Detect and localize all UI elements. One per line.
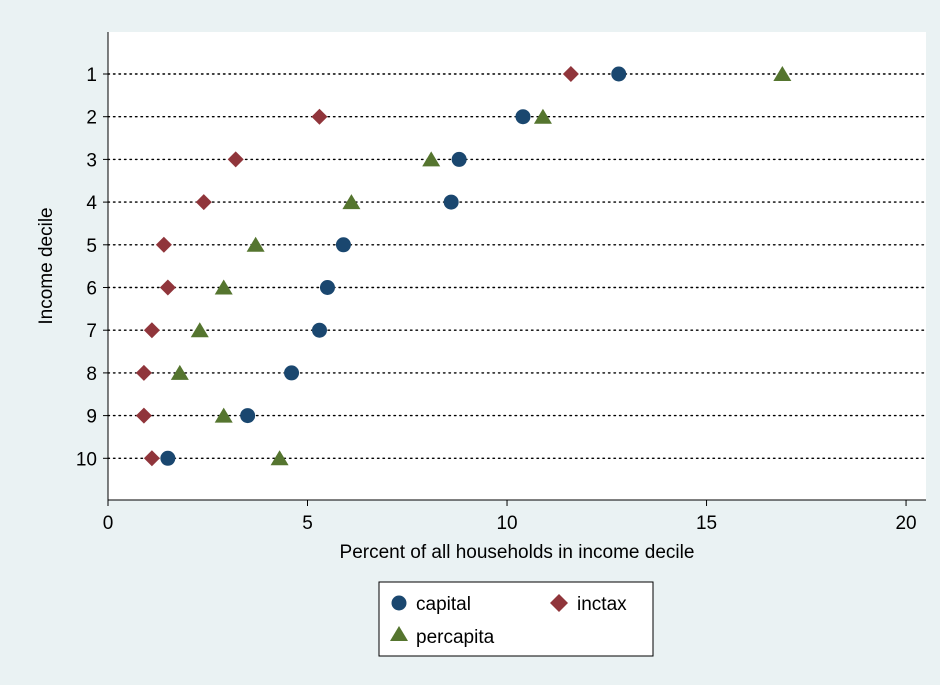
point-percapita xyxy=(246,236,265,252)
point-inctax xyxy=(143,322,160,339)
point-capital xyxy=(443,194,459,210)
point-capital xyxy=(451,151,467,167)
point-inctax xyxy=(155,236,172,253)
point-percapita xyxy=(773,66,792,81)
point-inctax xyxy=(159,279,176,296)
point-capital xyxy=(611,66,627,82)
data-points xyxy=(135,66,792,467)
point-inctax xyxy=(562,66,579,82)
point-percapita xyxy=(170,364,189,380)
legend-label-inctax: inctax xyxy=(577,594,627,615)
legend-marker-capital xyxy=(391,595,407,611)
point-percapita xyxy=(533,108,552,124)
point-percapita xyxy=(214,407,233,423)
y-axis-label: Income decile xyxy=(36,207,57,324)
point-percapita xyxy=(270,450,289,466)
legend-label-capital: capital xyxy=(416,594,471,615)
legend-box xyxy=(378,581,654,657)
y-tick-label: 2 xyxy=(86,108,97,129)
plot-area xyxy=(108,32,926,500)
point-percapita xyxy=(342,194,361,210)
x-axis-label: Percent of all households in income deci… xyxy=(340,542,695,563)
point-percapita xyxy=(214,279,233,295)
x-tick-label: 20 xyxy=(895,513,916,534)
point-capital xyxy=(284,365,300,381)
y-tick-label: 8 xyxy=(86,364,97,385)
x-tick-label: 15 xyxy=(696,513,717,534)
y-tick-label: 3 xyxy=(86,150,97,171)
point-capital xyxy=(240,408,256,424)
axes xyxy=(107,32,926,501)
legend-label-percapita: percapita xyxy=(416,627,495,648)
gridlines xyxy=(103,73,927,459)
point-percapita xyxy=(190,322,209,338)
point-inctax xyxy=(227,151,244,168)
y-tick-label: 9 xyxy=(86,407,97,428)
y-tick-label: 7 xyxy=(86,321,97,342)
legend-marker-inctax xyxy=(550,594,568,612)
point-capital xyxy=(319,280,335,295)
y-tick-label: 5 xyxy=(86,236,97,257)
x-tick-label: 5 xyxy=(302,513,313,534)
y-tick-label: 4 xyxy=(86,193,97,214)
point-capital xyxy=(515,109,531,125)
y-tick-labels: 1 2 3 4 5 6 7 8 9 10 xyxy=(76,65,98,470)
point-inctax xyxy=(143,450,160,467)
point-percapita xyxy=(422,151,441,167)
point-capital xyxy=(160,450,176,466)
point-inctax xyxy=(135,364,152,381)
point-capital xyxy=(311,322,327,338)
y-tick-label: 6 xyxy=(86,279,97,300)
legend-marker-percapita xyxy=(390,626,408,641)
legend: capital inctax percapita xyxy=(378,581,654,657)
x-tick-labels: 0 5 10 15 20 xyxy=(103,500,917,534)
y-tick-label: 1 xyxy=(86,65,97,86)
x-tick-label: 0 xyxy=(103,513,114,534)
x-tick-label: 10 xyxy=(496,513,517,534)
point-capital xyxy=(335,237,351,253)
point-inctax xyxy=(311,108,328,125)
point-inctax xyxy=(195,194,212,211)
point-inctax xyxy=(135,407,152,424)
y-tick-label: 10 xyxy=(76,449,97,470)
